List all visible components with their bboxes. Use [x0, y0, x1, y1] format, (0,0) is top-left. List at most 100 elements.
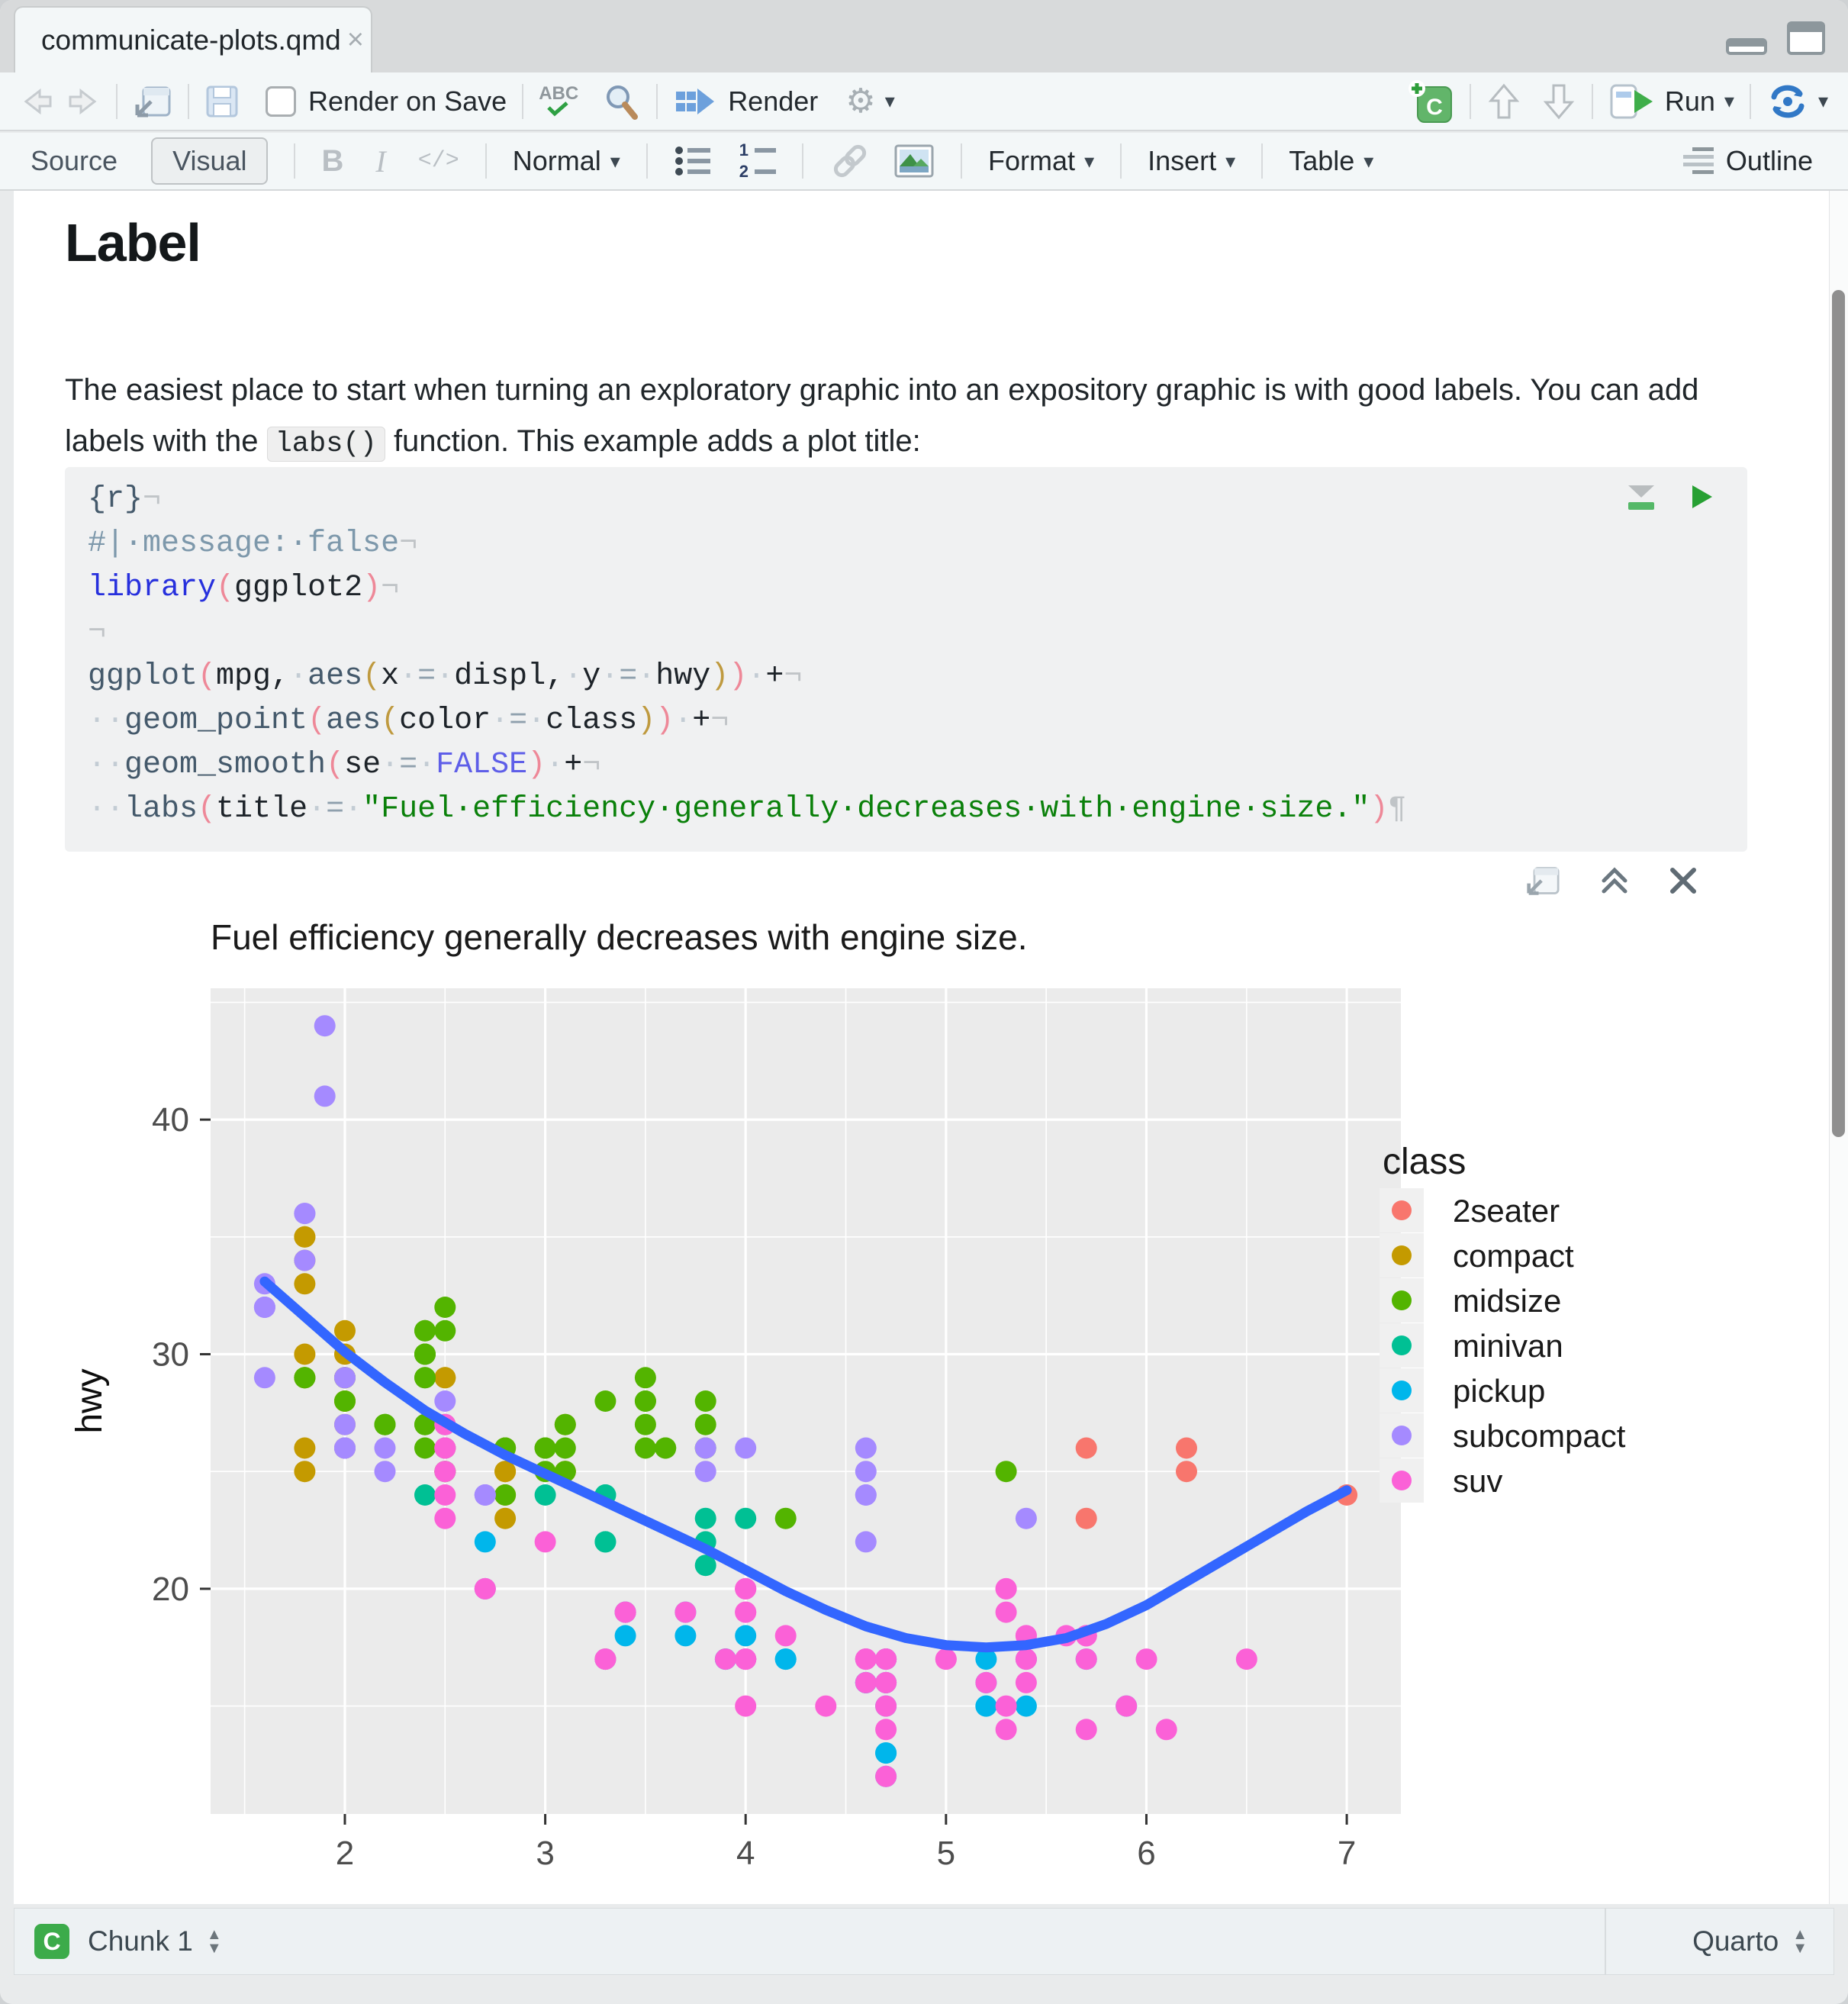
- legend-label: pickup: [1453, 1373, 1545, 1409]
- data-point: [774, 1625, 797, 1647]
- bold-button[interactable]: B: [321, 143, 344, 178]
- popout-button[interactable]: [133, 83, 172, 120]
- render-on-save-checkbox[interactable]: Render on Save: [266, 85, 507, 118]
- popout-output-icon[interactable]: [1524, 864, 1561, 897]
- chevron-down-icon: ▾: [1363, 149, 1374, 172]
- collapse-output-icon[interactable]: [1598, 865, 1631, 896]
- data-point: [474, 1484, 496, 1506]
- code-chunk[interactable]: {r}¬ #|·message:·false¬ library(ggplot2)¬ ¬…: [65, 467, 1747, 852]
- run-chunks-above-icon[interactable]: [1627, 484, 1656, 510]
- outline-toggle[interactable]: Outline: [1725, 145, 1813, 176]
- minimize-icon[interactable]: [1726, 21, 1767, 55]
- data-point: [474, 1531, 496, 1553]
- data-point: [735, 1695, 757, 1717]
- legend-label: compact: [1453, 1238, 1574, 1274]
- data-point: [334, 1390, 356, 1412]
- mode-selector[interactable]: Quarto ▲ ▼: [1605, 1909, 1834, 1974]
- data-point: [474, 1577, 496, 1600]
- mode-spinner[interactable]: ▲ ▼: [1792, 1926, 1808, 1957]
- render-icon: [676, 88, 715, 114]
- table-menu[interactable]: Table: [1289, 145, 1355, 176]
- bullet-list-button[interactable]: [674, 144, 713, 178]
- legend-label: midsize: [1453, 1283, 1561, 1319]
- chunk-spinner[interactable]: ▲ ▼: [206, 1926, 222, 1957]
- render-button[interactable]: Render: [673, 84, 818, 119]
- checkbox-box[interactable]: [266, 85, 296, 117]
- save-button[interactable]: [204, 84, 240, 119]
- data-point: [634, 1367, 656, 1389]
- source-refresh-button[interactable]: ▾: [1766, 83, 1828, 120]
- data-point: [995, 1719, 1017, 1741]
- main-toolbar: Render on Save ABC Render ⚙: [0, 72, 1848, 131]
- abc-icon: ABC: [539, 82, 579, 104]
- vertical-scrollbar[interactable]: [1829, 191, 1848, 1904]
- run-label: Run: [1664, 85, 1715, 117]
- svg-text:4: 4: [736, 1835, 755, 1872]
- scatter-points: [253, 1015, 1358, 1787]
- data-point: [374, 1437, 396, 1459]
- render-options-button[interactable]: ⚙ ▾: [845, 82, 895, 121]
- close-output-icon[interactable]: [1668, 865, 1698, 896]
- data-point: [694, 1437, 716, 1459]
- legend-label: minivan: [1453, 1328, 1563, 1364]
- run-chunk-icon[interactable]: [1691, 484, 1714, 510]
- page-title: Label: [65, 213, 201, 272]
- paragraph-style-select[interactable]: Normal: [512, 145, 601, 176]
- run-button[interactable]: Run ▾: [1608, 82, 1734, 121]
- spellcheck-button[interactable]: ABC: [539, 82, 579, 117]
- data-point: [1176, 1461, 1197, 1483]
- data-point: [494, 1507, 517, 1529]
- insert-chunk-button[interactable]: C: [1407, 79, 1454, 124]
- file-tab[interactable]: communicate-plots.qmd ×: [14, 6, 372, 72]
- numbered-list-button[interactable]: 1 2: [739, 140, 777, 182]
- window-controls: [1726, 21, 1825, 55]
- data-point: [334, 1319, 356, 1342]
- italic-button[interactable]: I: [375, 143, 386, 179]
- y-axis-title: hwy: [69, 1368, 110, 1433]
- data-point: [634, 1413, 656, 1435]
- forward-button[interactable]: [66, 85, 101, 118]
- chunk-navigator[interactable]: Chunk 1: [88, 1925, 193, 1957]
- tab-close-icon[interactable]: ×: [346, 24, 364, 56]
- data-point: [294, 1249, 316, 1271]
- chevron-down-icon: ▾: [1225, 149, 1236, 172]
- image-button[interactable]: [893, 143, 935, 179]
- data-point: [875, 1671, 897, 1693]
- data-point: [855, 1484, 877, 1506]
- data-point: [1116, 1695, 1138, 1717]
- svg-text:3: 3: [536, 1835, 554, 1872]
- data-point: [594, 1531, 617, 1553]
- data-point: [294, 1437, 316, 1459]
- jump-next-button[interactable]: [1541, 82, 1576, 121]
- plot-title: Fuel efficiency generally decreases with…: [211, 917, 1028, 957]
- data-point: [534, 1437, 556, 1459]
- chunk-code[interactable]: {r}¬ #|·message:·false¬ library(ggplot2)¬ ¬…: [88, 482, 1407, 826]
- code-button[interactable]: </>: [417, 148, 459, 174]
- maximize-icon[interactable]: [1787, 21, 1825, 55]
- data-point: [694, 1507, 716, 1529]
- data-point: [1155, 1719, 1177, 1741]
- insert-menu[interactable]: Insert: [1148, 145, 1217, 176]
- data-point: [995, 1601, 1017, 1623]
- status-bar: C Chunk 1 ▲ ▼ Quarto ▲ ▼: [14, 1908, 1834, 1975]
- scrollbar-thumb[interactable]: [1832, 290, 1845, 1137]
- format-menu[interactable]: Format: [988, 145, 1076, 176]
- tab-strip: communicate-plots.qmd ×: [0, 0, 1848, 72]
- tab-source[interactable]: Source: [31, 145, 118, 176]
- jump-previous-button[interactable]: [1486, 82, 1521, 121]
- body-paragraph: The easiest place to start when turning …: [65, 373, 1699, 462]
- data-point: [875, 1695, 897, 1717]
- data-point: [1075, 1719, 1097, 1741]
- svg-text:5: 5: [937, 1835, 955, 1872]
- data-point: [935, 1648, 957, 1671]
- link-icon[interactable]: [829, 143, 871, 179]
- data-point: [434, 1390, 456, 1412]
- back-button[interactable]: [20, 85, 55, 118]
- search-icon[interactable]: [601, 82, 641, 121]
- plot-svg: Fuel efficiency generally decreases with…: [69, 917, 1626, 1938]
- data-point: [614, 1625, 636, 1647]
- data-point: [735, 1625, 757, 1647]
- tab-visual[interactable]: Visual: [151, 137, 269, 185]
- visual-editor[interactable]: Label The easiest place to start when tu…: [14, 191, 1830, 1938]
- legend: class 2seater compact midsize minivan pickup s…: [1380, 1142, 1626, 1503]
